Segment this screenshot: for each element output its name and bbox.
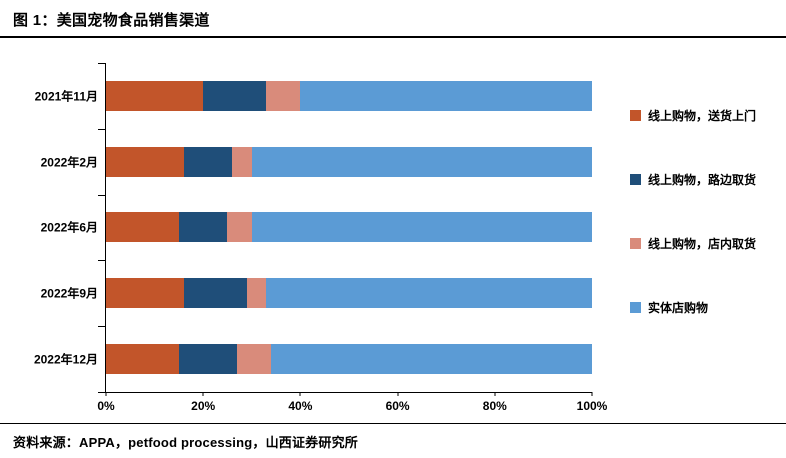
bar-row: 2022年6月 bbox=[41, 195, 592, 261]
x-axis-tick bbox=[591, 392, 593, 396]
legend-item: 线上购物，店内取货 bbox=[630, 235, 756, 252]
figure-title: 图 1：美国宠物食品销售渠道 bbox=[13, 12, 210, 29]
legend-label: 线上购物，送货上门 bbox=[648, 109, 757, 123]
footer-divider bbox=[0, 423, 786, 424]
chart-legend: 线上购物，送货上门 线上购物，路边取货 线上购物，店内取货 实体店购物 bbox=[630, 107, 756, 316]
bar-track bbox=[106, 278, 592, 309]
bar-segment bbox=[266, 80, 301, 111]
bar-segment bbox=[106, 80, 204, 111]
bar-row: 2022年12月 bbox=[34, 326, 592, 392]
bar-row: 2022年9月 bbox=[41, 260, 592, 326]
legend-label: 线上购物，路边取货 bbox=[648, 173, 757, 187]
x-axis-tick-label: 40% bbox=[288, 399, 313, 413]
y-axis-tick bbox=[98, 392, 106, 393]
plot-area: 2021年11月 2022年2月 2022年6月 2022年9月 2022年12月 0% 2… bbox=[34, 63, 607, 413]
legend-item: 实体店购物 bbox=[630, 299, 756, 316]
legend-swatch bbox=[630, 238, 641, 249]
x-axis-tick-label: 0% bbox=[97, 399, 115, 413]
legend-label: 实体店购物 bbox=[648, 301, 709, 315]
x-axis-tick-label: 20% bbox=[191, 399, 216, 413]
bar-track bbox=[106, 212, 592, 243]
x-axis-tick bbox=[105, 392, 107, 396]
bar-segment bbox=[271, 344, 592, 375]
bar-row: 2021年11月 bbox=[35, 63, 592, 129]
title-divider bbox=[0, 36, 786, 38]
bar-segment bbox=[178, 212, 228, 243]
category-label: 2022年12月 bbox=[33, 352, 98, 367]
bar-segment bbox=[246, 278, 267, 309]
bar-segment bbox=[183, 278, 247, 309]
legend-swatch bbox=[630, 302, 641, 313]
stacked-bar-chart: 2021年11月 2022年2月 2022年6月 2022年9月 2022年12月 0% 2… bbox=[0, 55, 786, 417]
x-axis-tick bbox=[299, 392, 301, 396]
category-label: 2021年11月 bbox=[34, 89, 98, 104]
legend-label: 线上购物，店内取货 bbox=[648, 237, 757, 251]
source-note: 资料来源：APPA，petfood processing，山西证券研究所 bbox=[13, 435, 358, 450]
bar-segment bbox=[300, 80, 592, 111]
bar-segment bbox=[106, 212, 179, 243]
y-axis-tick bbox=[98, 128, 106, 130]
y-axis-tick bbox=[98, 260, 106, 262]
x-axis-tick-label: 80% bbox=[482, 399, 507, 413]
y-axis-tick bbox=[98, 194, 106, 196]
bar-segment bbox=[266, 278, 592, 309]
legend-swatch bbox=[630, 110, 641, 121]
x-axis-tick-label: 60% bbox=[385, 399, 410, 413]
y-axis-tick bbox=[98, 326, 106, 328]
x-axis-tick bbox=[494, 392, 496, 396]
bar-segment bbox=[232, 146, 252, 177]
category-label: 2022年6月 bbox=[40, 220, 98, 235]
bar-segment bbox=[227, 212, 252, 243]
x-axis-tick-label: 100% bbox=[576, 399, 608, 413]
category-label: 2022年9月 bbox=[40, 286, 98, 301]
bar-segment bbox=[106, 344, 179, 375]
legend-swatch bbox=[630, 174, 641, 185]
bar-segment bbox=[251, 146, 592, 177]
bar-track bbox=[106, 344, 592, 375]
bar-segment bbox=[106, 146, 184, 177]
bar-row: 2022年2月 bbox=[41, 129, 592, 195]
bar-segment bbox=[251, 212, 592, 243]
bar-segment bbox=[106, 278, 184, 309]
bar-track bbox=[106, 146, 592, 177]
x-axis-tick bbox=[202, 392, 204, 396]
x-axis-tick bbox=[397, 392, 399, 396]
y-axis-tick bbox=[98, 63, 106, 64]
bar-segment bbox=[178, 344, 238, 375]
bar-segment bbox=[183, 146, 233, 177]
legend-item: 线上购物，路边取货 bbox=[630, 171, 756, 188]
bar-track bbox=[106, 80, 592, 111]
bar-segment bbox=[203, 80, 267, 111]
legend-item: 线上购物，送货上门 bbox=[630, 107, 756, 124]
category-label: 2022年2月 bbox=[40, 155, 98, 170]
bar-segment bbox=[237, 344, 272, 375]
